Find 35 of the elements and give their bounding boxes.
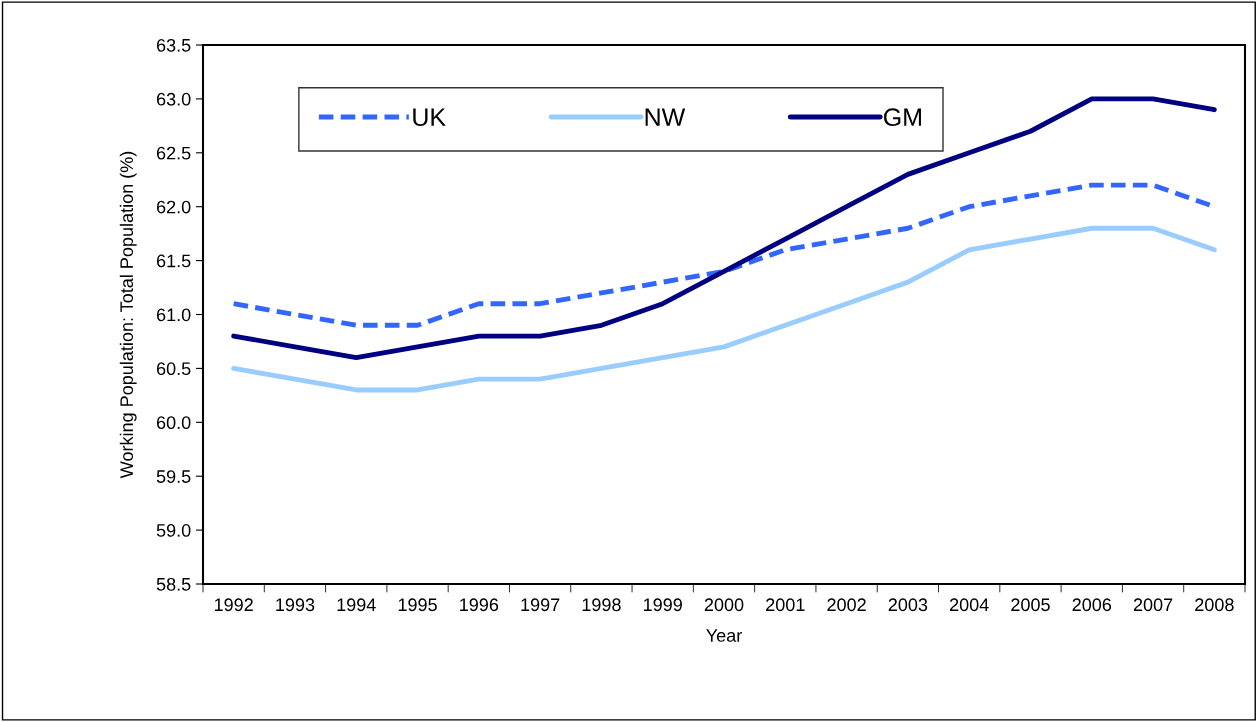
x-tick-label: 2000 bbox=[704, 598, 744, 612]
x-tick-label: 2006 bbox=[1072, 598, 1112, 612]
x-tick-label: 1994 bbox=[337, 598, 376, 612]
y-axis-title: Working Population: Total Population (%) bbox=[119, 151, 137, 479]
y-tick-label: 62.5 bbox=[156, 146, 191, 160]
legend-label: GM bbox=[884, 108, 921, 127]
x-tick-label: 2003 bbox=[888, 598, 928, 612]
x-tick-label: 1996 bbox=[460, 598, 499, 612]
y-tick-label: 60.0 bbox=[156, 416, 191, 430]
x-tick-label: 2005 bbox=[1011, 598, 1050, 612]
x-tick-label: 1999 bbox=[644, 598, 682, 612]
x-tick-label: 2004 bbox=[950, 598, 989, 612]
x-tick-label: 2008 bbox=[1195, 598, 1234, 612]
x-tick-label: 1993 bbox=[276, 598, 315, 612]
y-tick-label: 59.0 bbox=[156, 524, 191, 537]
x-axis-title: Year bbox=[706, 629, 742, 642]
y-tick-label: 62.0 bbox=[156, 200, 191, 214]
x-tick-label: 1995 bbox=[398, 598, 437, 612]
y-tick-label: 61.0 bbox=[156, 308, 191, 322]
x-tick-label: 2001 bbox=[766, 598, 805, 612]
line-series bbox=[231, 96, 1217, 361]
legend-label: NW bbox=[645, 108, 686, 126]
x-tick-label: 2002 bbox=[827, 598, 866, 612]
x-tick-label: 1992 bbox=[214, 598, 253, 612]
x-tick-label: 1997 bbox=[521, 598, 560, 612]
y-tick-label: 63.5 bbox=[156, 38, 191, 52]
legend-label: UK bbox=[413, 108, 446, 127]
x-tick-label: 2007 bbox=[1133, 598, 1173, 612]
y-tick-label: 58.5 bbox=[156, 577, 191, 591]
y-tick-label: 59.5 bbox=[156, 470, 191, 483]
x-tick-label: 1998 bbox=[582, 598, 621, 612]
y-tick-label: 60.5 bbox=[156, 362, 191, 376]
line-series bbox=[231, 225, 1217, 393]
y-tick-label: 63.0 bbox=[156, 92, 191, 106]
y-tick-label: 61.5 bbox=[156, 254, 191, 268]
